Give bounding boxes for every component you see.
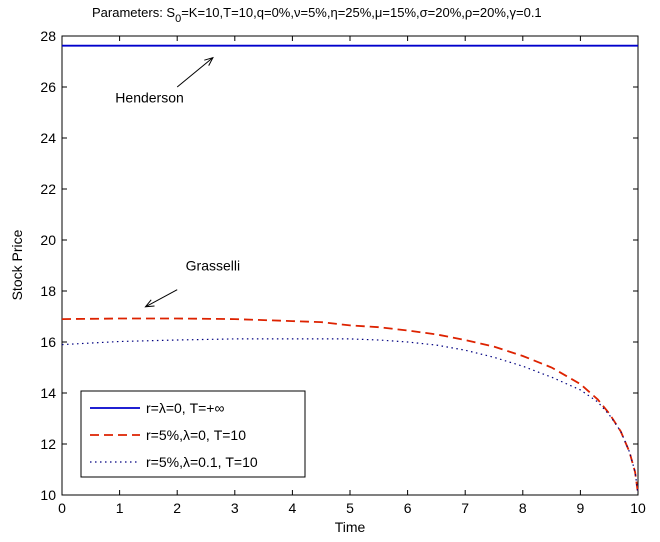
x-tick-label: 1 <box>116 500 124 516</box>
legend-label-3: r=5%,λ=0.1, T=10 <box>146 454 258 470</box>
x-axis-label: Time <box>335 519 366 535</box>
title-suffix: =K=10,T=10,q=0%,ν=5%,η=25%,μ=15%,σ=20%,ρ… <box>181 5 541 20</box>
y-tick-label: 18 <box>40 283 56 299</box>
x-tick-label: 10 <box>630 500 646 516</box>
axis-ticks <box>61 35 639 496</box>
x-tick-label: 8 <box>519 500 527 516</box>
x-tick-label: 9 <box>577 500 585 516</box>
y-tick-label: 24 <box>40 130 56 146</box>
x-tick-label: 2 <box>173 500 181 516</box>
legend-label-2: r=5%,λ=0, T=10 <box>146 427 246 443</box>
chart-title: Parameters: S0=K=10,T=10,q=0%,ν=5%,η=25%… <box>92 5 542 25</box>
y-tick-label: 16 <box>40 334 56 350</box>
y-tick-label: 26 <box>40 79 56 95</box>
annotation-arrowhead-2 <box>144 299 155 308</box>
x-tick-label: 0 <box>58 500 66 516</box>
annotation-arrow-1 <box>176 57 214 88</box>
annotation-arrowhead-1 <box>204 56 214 66</box>
y-tick-label: 14 <box>40 385 56 401</box>
annotation-label-2: Grasselli <box>186 258 240 274</box>
y-tick-label: 10 <box>40 487 56 503</box>
annotation-label-1: Henderson <box>115 89 184 105</box>
x-tick-label: 3 <box>231 500 239 516</box>
legend: r=λ=0, T=+∞ r=5%,λ=0, T=10 r=5%,λ=0.1, T=1… <box>80 390 306 478</box>
annotation-layer: Henderson Grasselli <box>115 56 240 308</box>
title-prefix: Parameters: S <box>92 5 175 20</box>
y-tick-label: 12 <box>40 436 56 452</box>
y-tick-label: 20 <box>40 232 56 248</box>
legend-label-1: r=λ=0, T=+∞ <box>146 400 224 416</box>
x-tick-label: 5 <box>346 500 354 516</box>
title-subscript: 0 <box>175 13 181 25</box>
y-axis-label: Stock Price <box>9 229 25 300</box>
y-tick-label: 28 <box>40 28 56 44</box>
annotation-arrow-2 <box>145 289 178 308</box>
x-tick-label: 7 <box>461 500 469 516</box>
y-tick-label: 22 <box>40 181 56 197</box>
series-line-3 <box>61 338 639 494</box>
x-tick-label: 6 <box>404 500 412 516</box>
x-tick-label: 4 <box>289 500 297 516</box>
legend-box <box>80 390 306 478</box>
series-layer <box>61 44 639 494</box>
